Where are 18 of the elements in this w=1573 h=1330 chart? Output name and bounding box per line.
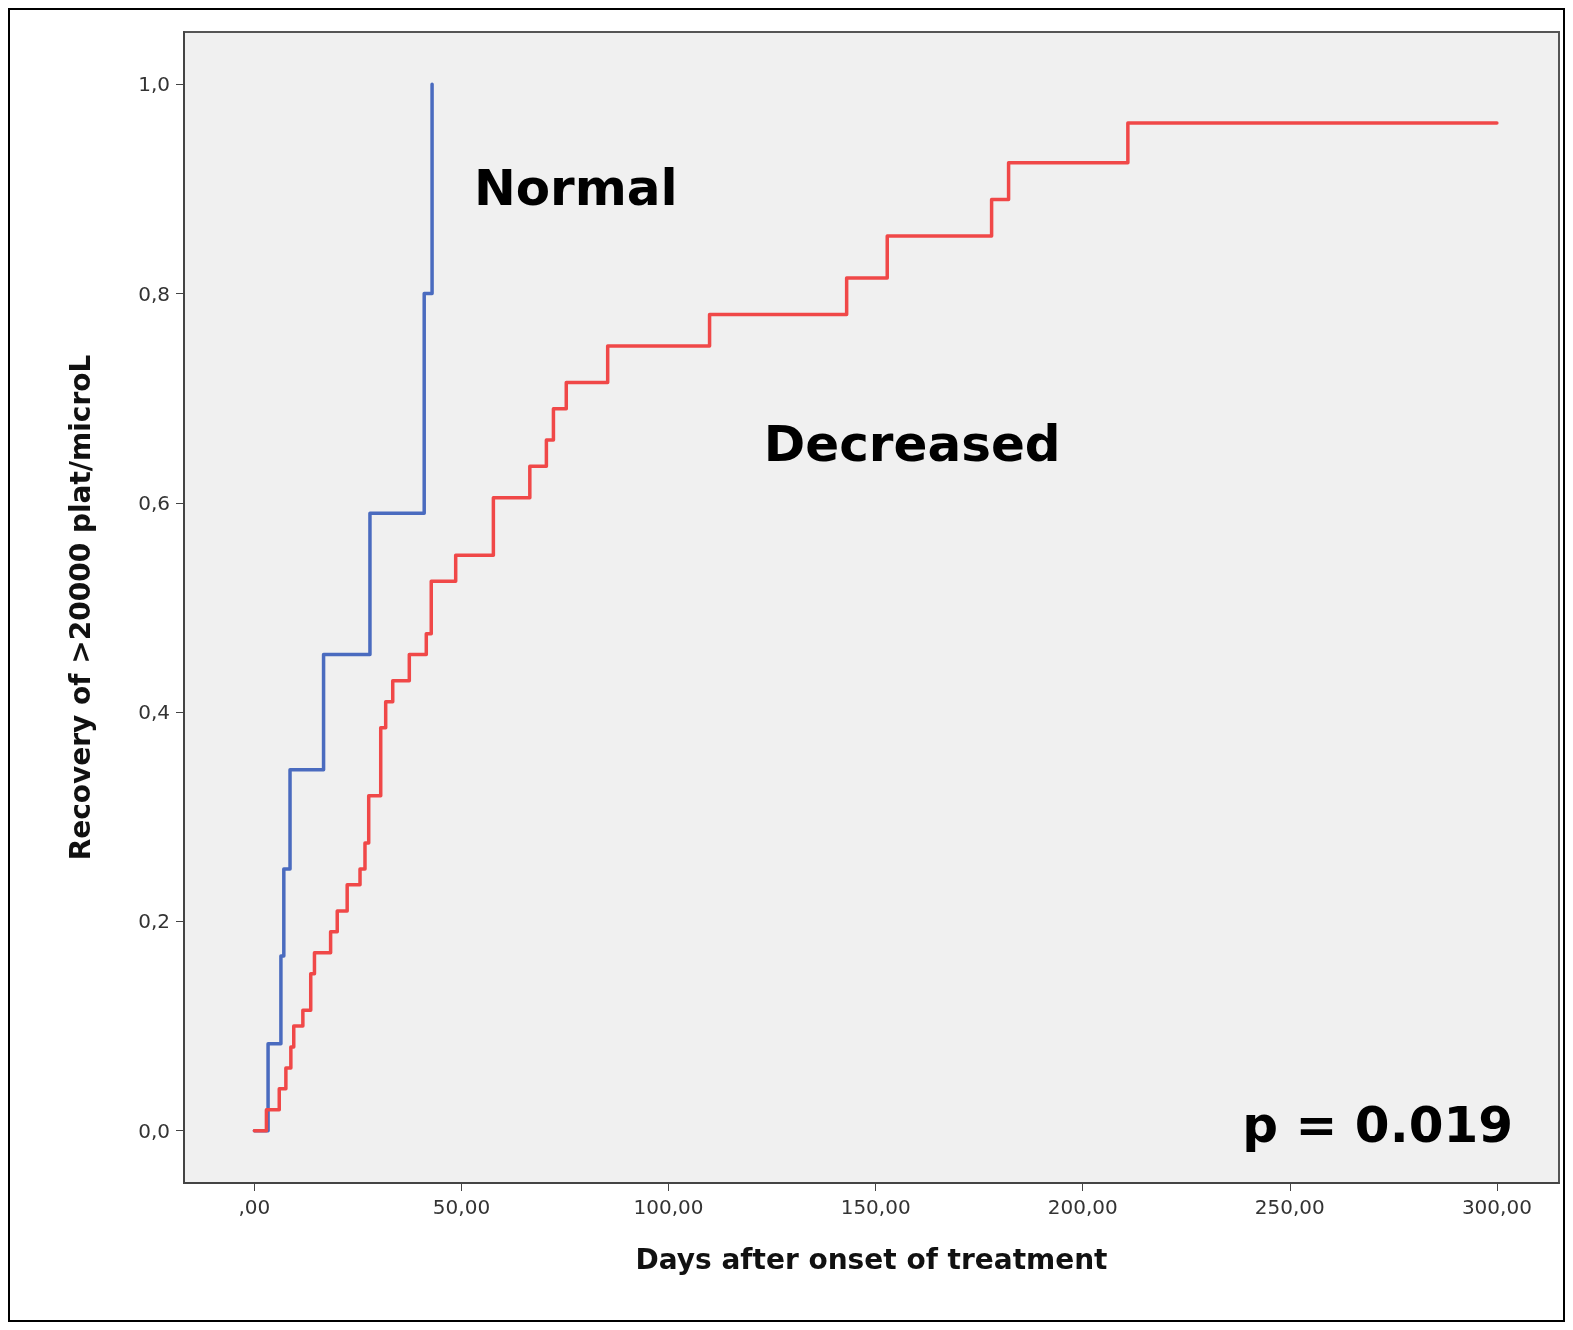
y-tick-label: 0,2 bbox=[138, 909, 170, 934]
x-tick-label: 150,00 bbox=[840, 1195, 911, 1219]
x-tick-label: ,00 bbox=[238, 1195, 271, 1219]
y-axis-title: Recovery of >20000 plat/microL bbox=[63, 354, 97, 861]
series-label: Normal bbox=[473, 158, 678, 217]
y-tick-label: 0,4 bbox=[138, 700, 170, 725]
y-tick-label: 0,0 bbox=[138, 1118, 170, 1143]
x-axis-title: Days after onset of treatment bbox=[635, 1242, 1108, 1276]
series-label: Decreased bbox=[763, 415, 1061, 474]
x-tick-label: 100,00 bbox=[633, 1195, 704, 1219]
x-tick-label: 200,00 bbox=[1047, 1195, 1118, 1219]
y-tick-label: 0,6 bbox=[138, 490, 170, 515]
y-tick-label: 0,8 bbox=[138, 281, 170, 306]
y-tick-label: 1,0 bbox=[138, 72, 170, 97]
x-tick-label: 50,00 bbox=[432, 1195, 491, 1219]
x-tick-label: 250,00 bbox=[1254, 1195, 1325, 1219]
annotation: p = 0.019 bbox=[1242, 1096, 1513, 1154]
x-tick-label: 300,00 bbox=[1461, 1195, 1532, 1219]
